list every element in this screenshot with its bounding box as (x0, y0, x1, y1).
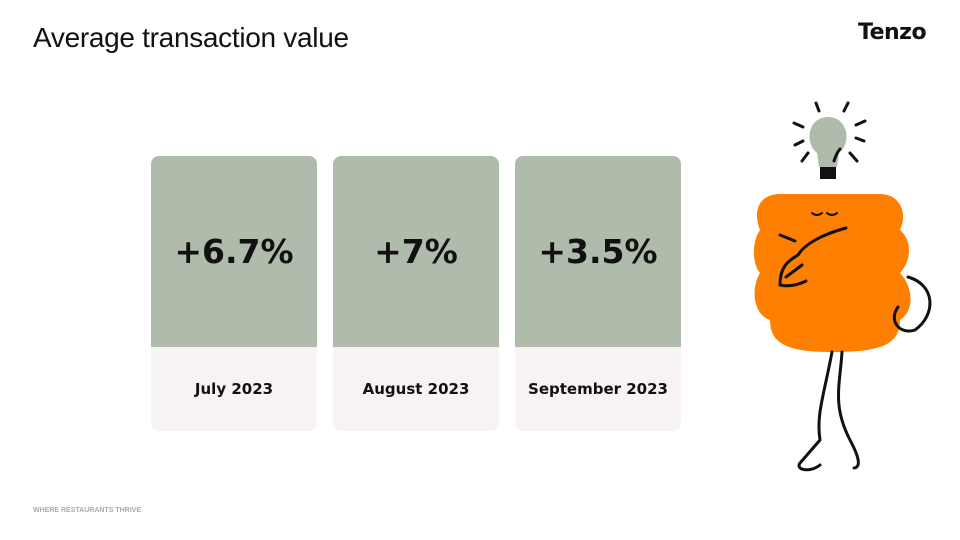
kpi-card: +7% August 2023 (333, 156, 499, 431)
legs (797, 350, 860, 472)
bulb (809, 117, 847, 167)
kpi-label: September 2023 (528, 380, 668, 398)
bulb-line (832, 147, 842, 163)
kpi-card: +6.7% July 2023 (151, 156, 317, 431)
arm-left (778, 226, 848, 288)
arm-right (892, 275, 932, 333)
kpi-card: +3.5% September 2023 (515, 156, 681, 431)
kpi-value: +6.7% (151, 156, 317, 347)
slide-title: Average transaction value (33, 22, 349, 53)
logo: Tenzo (858, 20, 927, 45)
illustration (753, 101, 932, 472)
kpi-value: +7% (333, 156, 499, 347)
kpi-value: +3.5% (515, 156, 681, 347)
bulb-rays (792, 101, 867, 163)
tagline: WHERE RESTAURANTS THRIVE (33, 507, 141, 514)
body (753, 194, 911, 352)
kpi-label: July 2023 (194, 380, 274, 398)
bulb-base (820, 167, 836, 179)
eyes (811, 212, 838, 216)
kpi-label: August 2023 (362, 380, 470, 398)
